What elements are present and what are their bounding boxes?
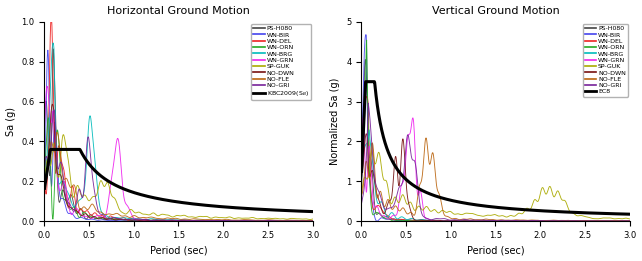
X-axis label: Period (sec): Period (sec)	[150, 245, 207, 256]
X-axis label: Period (sec): Period (sec)	[467, 245, 525, 256]
Legend: PS-H080, WN-BIR, WN-DEL, WN-ORN, WN-BRG, WN-GRN, SP-GUK, NO-DWN, NO-FLE, NO-GRI,: PS-H080, WN-BIR, WN-DEL, WN-ORN, WN-BRG,…	[582, 24, 628, 97]
Title: Horizontal Ground Motion: Horizontal Ground Motion	[107, 5, 250, 16]
Title: Vertical Ground Motion: Vertical Ground Motion	[431, 5, 559, 16]
Y-axis label: Normalized Sa (g): Normalized Sa (g)	[331, 78, 340, 165]
Y-axis label: Sa (g): Sa (g)	[6, 107, 15, 136]
Legend: PS-H080, WN-BIR, WN-DEL, WN-ORN, WN-BRG, WN-GRN, SP-GUK, NO-DWN, NO-FLE, NO-GRI,: PS-H080, WN-BIR, WN-DEL, WN-ORN, WN-BRG,…	[251, 24, 311, 100]
